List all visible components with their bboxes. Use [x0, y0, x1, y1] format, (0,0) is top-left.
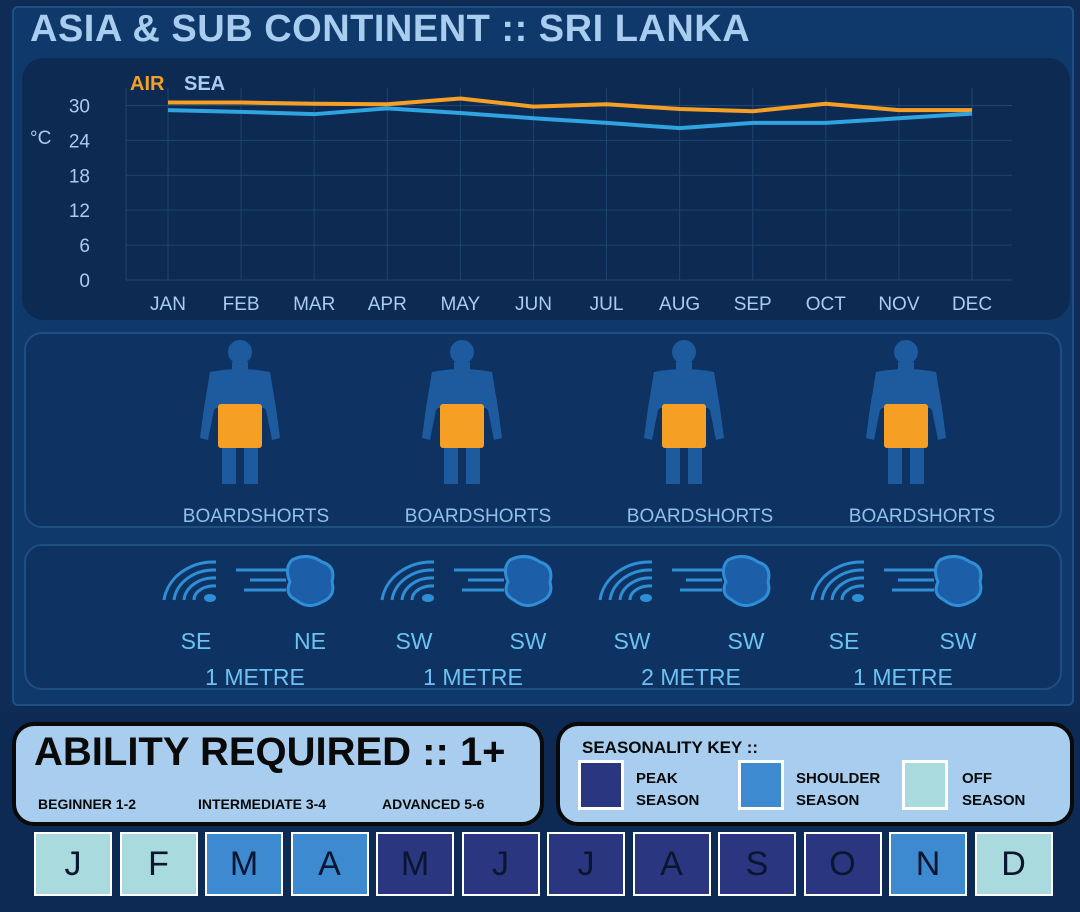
y-tick-label: 12 — [69, 201, 90, 222]
month-cell: S — [718, 832, 796, 896]
off-season-label-line2: SEASON — [962, 792, 1026, 809]
y-tick-label: 6 — [79, 236, 90, 257]
swell-direction: SW — [395, 628, 433, 654]
shoulder-season-label: SHOULDER SEASON — [796, 768, 906, 812]
boardshorts-figure-icon — [200, 340, 280, 484]
gear-label: BOARDSHORTS — [626, 506, 774, 527]
legend-sea: SEA — [184, 73, 225, 95]
off-season-label: OFF SEASON — [962, 768, 1072, 812]
swell-wave-icon — [598, 555, 771, 607]
swell-size: 2 METRE — [641, 664, 741, 690]
x-tick-label: APR — [368, 294, 407, 315]
ability-title: ABILITY REQUIRED :: 1+ — [34, 730, 506, 774]
x-tick-label: NOV — [878, 294, 920, 315]
month-cell: F — [119, 832, 198, 896]
gear-label: BOARDSHORTS — [848, 506, 996, 527]
shoulder-season-label-line1: SHOULDER — [796, 770, 881, 787]
month-cell: J — [547, 832, 625, 896]
gear-label: BOARDSHORTS — [404, 506, 552, 527]
month-cell: M — [376, 832, 454, 896]
peak-season-label-line2: SEASON — [636, 792, 700, 809]
shoulder-season-swatch — [738, 760, 784, 810]
x-tick-label: JUL — [590, 294, 624, 315]
gear-label: BOARDSHORTS — [182, 506, 330, 527]
ability-level-beginner: BEGINNER 1-2 — [38, 796, 137, 812]
peak-season-swatch — [578, 760, 624, 810]
peak-season-label: PEAK SEASON — [636, 768, 746, 812]
series-line-sea — [167, 106, 973, 131]
swell-wind-icons — [378, 552, 558, 617]
boardshorts-figure-icon — [422, 340, 502, 484]
gear-figure — [362, 338, 562, 493]
seasonality-key-title: SEASONALITY KEY :: — [582, 738, 759, 757]
swell-wave-icon — [810, 555, 983, 607]
ability-level-intermediate: INTERMEDIATE 3-4 — [198, 796, 327, 812]
y-tick-label: 0 — [79, 271, 90, 292]
x-tick-label: MAR — [293, 294, 335, 315]
temperature-chart-svg: 0 6 12 18 24 30 °C JAN FEB MAR APR MAY JUN JUL AUG SEP O… — [30, 73, 1012, 315]
x-tick-label: AUG — [659, 294, 700, 315]
seasonality-key-panel: SEASONALITY KEY :: PEAK SEASON SHOULDER … — [556, 722, 1074, 826]
month-cell: J — [34, 832, 112, 896]
y-unit-label: °C — [30, 128, 51, 149]
shoulder-season-label-line2: SEASON — [796, 792, 860, 809]
x-tick-label: JUN — [515, 294, 552, 315]
x-tick-label: SEP — [734, 294, 772, 315]
ability-level-advanced: ADVANCED 5-6 — [382, 796, 485, 812]
swell-wind-icons — [596, 552, 776, 617]
swell-size: 1 METRE — [205, 664, 305, 690]
gear-figure — [140, 338, 340, 493]
page-title: ASIA & SUB CONTINENT :: SRI LANKA — [30, 8, 751, 50]
legend-air: AIR — [130, 73, 165, 95]
month-cell: N — [889, 832, 967, 896]
month-cell: D — [974, 832, 1053, 896]
gear-figure — [806, 338, 1006, 493]
x-tick-label: DEC — [952, 294, 992, 315]
x-tick-label: FEB — [223, 294, 260, 315]
y-tick-label: 24 — [69, 131, 91, 152]
month-cell: A — [290, 832, 369, 896]
swell-wind-icons — [160, 552, 340, 617]
month-cell: O — [803, 832, 882, 896]
swell-direction: SE — [180, 628, 212, 654]
x-tick-label: JAN — [150, 294, 186, 315]
peak-season-label-line1: PEAK — [636, 770, 678, 787]
swell-size: 1 METRE — [423, 664, 523, 690]
swell-wave-icon — [380, 555, 553, 607]
swell-direction: SE — [828, 628, 860, 654]
swell-wave-icon — [162, 555, 335, 607]
boardshorts-figure-icon — [644, 340, 724, 484]
swell-size: 1 METRE — [853, 664, 953, 690]
series-line-air — [168, 96, 972, 114]
month-cell: A — [632, 832, 711, 896]
y-tick-label: 18 — [69, 166, 90, 187]
x-tick-label: MAY — [440, 294, 480, 315]
wind-direction: NE — [294, 628, 326, 654]
off-season-swatch — [902, 760, 948, 810]
boardshorts-figure-icon — [866, 340, 946, 484]
off-season-label-line1: OFF — [962, 770, 992, 787]
wind-direction: SW — [727, 628, 765, 654]
month-cell: M — [205, 832, 283, 896]
ability-panel: ABILITY REQUIRED :: 1+ BEGINNER 1-2 INTE… — [12, 722, 544, 826]
x-tick-label: OCT — [806, 294, 847, 315]
wind-direction: SW — [939, 628, 977, 654]
temperature-chart: 0 6 12 18 24 30 °C JAN FEB MAR APR MAY JUN JUL AUG SEP O… — [22, 58, 1070, 320]
swell-direction: SW — [613, 628, 651, 654]
y-tick-label: 30 — [69, 96, 90, 117]
gear-figure — [584, 338, 784, 493]
swell-wind-icons — [808, 552, 988, 617]
month-cell: J — [461, 832, 540, 896]
wind-direction: SW — [509, 628, 547, 654]
